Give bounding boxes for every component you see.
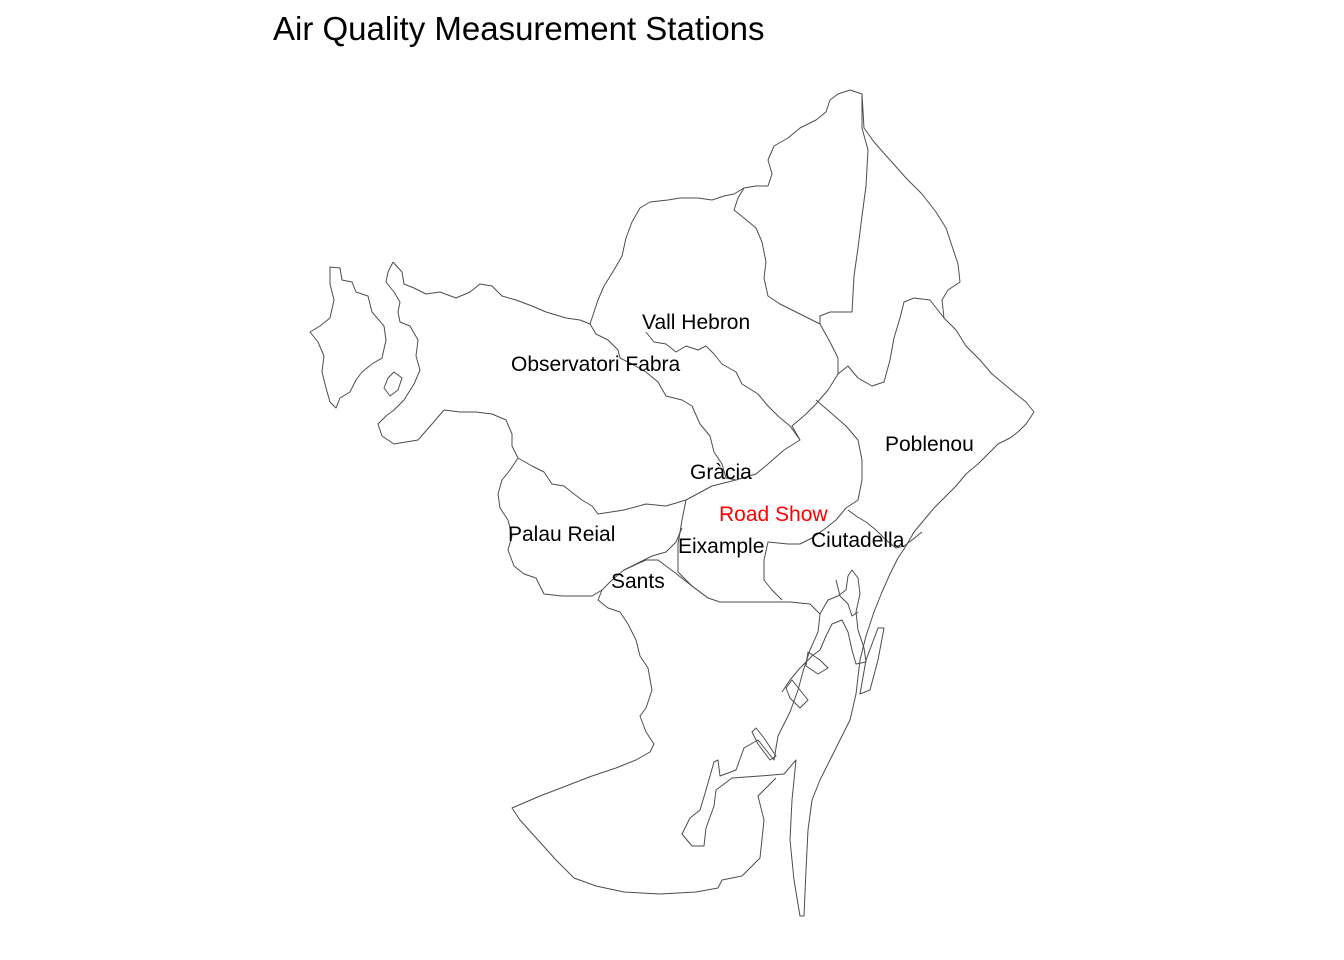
district-boundary-sant-marti (763, 399, 863, 601)
district-boundary-pier (751, 727, 777, 761)
station-label-poblenou: Poblenou (885, 433, 974, 456)
station-label-eixample: Eixample (678, 535, 764, 558)
district-boundary-horta (645, 331, 801, 441)
station-label-sants: Sants (611, 570, 665, 593)
district-boundary-ciutadella (847, 509, 923, 549)
district-boundary-sarria (517, 297, 945, 515)
station-label-road-show: Road Show (719, 503, 828, 526)
district-boundary-pier (785, 679, 809, 709)
district-boundary-port (781, 569, 867, 693)
district-boundary-sants (623, 527, 683, 571)
district-boundary-island (383, 371, 403, 397)
district-boundary-outer (392, 89, 1035, 917)
district-boundary-west (377, 261, 519, 459)
district-boundary-outer (309, 266, 387, 409)
station-label-observatori-fabra: Observatori Fabra (511, 353, 681, 376)
district-boundary-nou-barris (819, 94, 869, 324)
district-boundaries (309, 89, 1035, 917)
district-boundary-pier (859, 627, 885, 695)
station-label-ciutadella: Ciutadella (811, 529, 905, 552)
district-boundary-vallhebron (733, 187, 839, 374)
district-boundary-sarria-gracia (589, 323, 737, 481)
district-boundary-pier (805, 651, 829, 675)
station-labels: Vall Hebron Observatori Fabra Poblenou G… (508, 311, 974, 593)
station-label-vall-hebron: Vall Hebron (642, 311, 750, 334)
district-boundary-palau (497, 457, 603, 597)
district-boundary-port (835, 579, 859, 617)
district-boundary-eixample (677, 499, 709, 599)
map-title: Air Quality Measurement Stations (273, 10, 765, 47)
station-label-gracia: Gràcia (690, 461, 752, 484)
station-label-palau-reial: Palau Reial (508, 523, 615, 546)
